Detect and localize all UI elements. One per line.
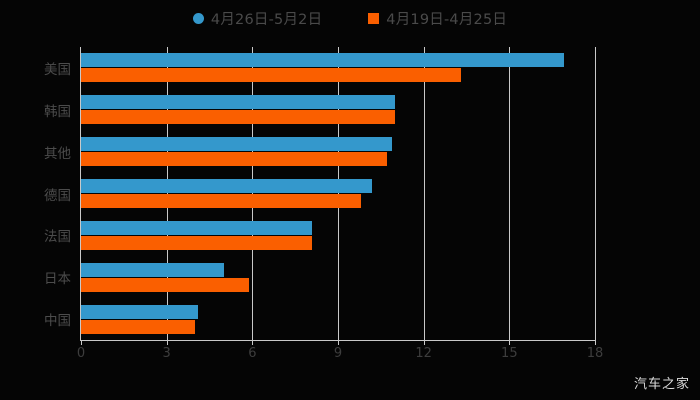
x-tick-15 bbox=[509, 340, 511, 345]
bar-series-0-category-4[interactable] bbox=[81, 220, 313, 235]
bar-series-1-category-4[interactable] bbox=[81, 235, 313, 250]
bar-series-0-category-0[interactable] bbox=[81, 53, 564, 68]
bar-group-6: 中国 bbox=[44, 304, 595, 334]
y-axis-label-5: 日本 bbox=[44, 271, 71, 288]
y-axis-label-0: 美国 bbox=[44, 61, 71, 78]
bar-group-2: 其他 bbox=[44, 137, 595, 167]
legend-swatch-square-icon bbox=[368, 12, 380, 24]
y-axis-label-2: 其他 bbox=[44, 145, 71, 162]
y-axis-label-4: 法国 bbox=[44, 229, 71, 246]
x-axis-line bbox=[80, 340, 595, 341]
chart-legend: 4月26日-5月2日 4月19日-4月25日 bbox=[0, 6, 700, 30]
bar-group-5: 日本 bbox=[44, 262, 595, 292]
x-tick-3 bbox=[166, 340, 168, 345]
y-axis-line bbox=[80, 47, 81, 340]
x-tick-label-3: 3 bbox=[162, 346, 171, 361]
bar-series-0-category-2[interactable] bbox=[81, 137, 393, 152]
bar-series-0-category-1[interactable] bbox=[81, 95, 396, 110]
x-tick-12 bbox=[423, 340, 425, 345]
gridline-x-15 bbox=[509, 47, 511, 340]
bar-series-1-category-2[interactable] bbox=[81, 152, 387, 167]
legend-swatch-circle-icon bbox=[192, 12, 204, 24]
y-axis-label-3: 德国 bbox=[44, 187, 71, 204]
gridline-x-18 bbox=[595, 47, 596, 340]
bar-series-0-category-5[interactable] bbox=[81, 262, 224, 277]
bar-group-1: 韩国 bbox=[44, 95, 595, 125]
bar-series-1-category-0[interactable] bbox=[81, 68, 461, 83]
x-tick-18 bbox=[595, 340, 596, 345]
gridline-x-12 bbox=[423, 47, 425, 340]
gridline-x-6 bbox=[252, 47, 254, 340]
gridline-x-9 bbox=[338, 47, 339, 340]
x-tick-9 bbox=[338, 340, 339, 345]
watermark: 汽车之家 bbox=[633, 377, 690, 392]
bar-group-0: 美国 bbox=[44, 53, 595, 83]
bar-series-0-category-3[interactable] bbox=[81, 179, 373, 193]
x-tick-label-18: 18 bbox=[586, 346, 604, 361]
bar-group-3: 德国 bbox=[44, 179, 595, 208]
x-tick-label-0: 0 bbox=[76, 346, 86, 361]
y-axis-label-6: 中国 bbox=[44, 313, 71, 330]
legend-label-series-1: 4月19日-4月25日 bbox=[386, 11, 508, 28]
bar-series-1-category-3[interactable] bbox=[81, 194, 361, 208]
x-tick-6 bbox=[252, 340, 254, 345]
gridline-x-3 bbox=[166, 47, 168, 340]
plot-area: 0 3 6 9 12 15 18 美国韩国其他德国法国日本中国 bbox=[44, 47, 603, 361]
legend-entry-series-0[interactable]: 4月26日-5月2日 bbox=[192, 8, 323, 29]
x-tick-0 bbox=[81, 340, 82, 345]
x-tick-label-15: 15 bbox=[501, 346, 518, 361]
bar-series-1-category-5[interactable] bbox=[81, 277, 250, 292]
bar-series-0-category-6[interactable] bbox=[81, 304, 199, 319]
y-axis-label-1: 韩国 bbox=[44, 103, 71, 120]
bar-series-1-category-1[interactable] bbox=[81, 110, 396, 125]
x-tick-label-12: 12 bbox=[415, 346, 432, 361]
bar-series-1-category-6[interactable] bbox=[81, 319, 196, 334]
x-tick-label-6: 6 bbox=[248, 346, 257, 361]
legend-label-series-0: 4月26日-5月2日 bbox=[210, 11, 323, 28]
legend-entry-series-1[interactable]: 4月19日-4月25日 bbox=[368, 8, 507, 29]
x-tick-label-9: 9 bbox=[333, 346, 343, 361]
bar-group-4: 法国 bbox=[44, 220, 595, 250]
